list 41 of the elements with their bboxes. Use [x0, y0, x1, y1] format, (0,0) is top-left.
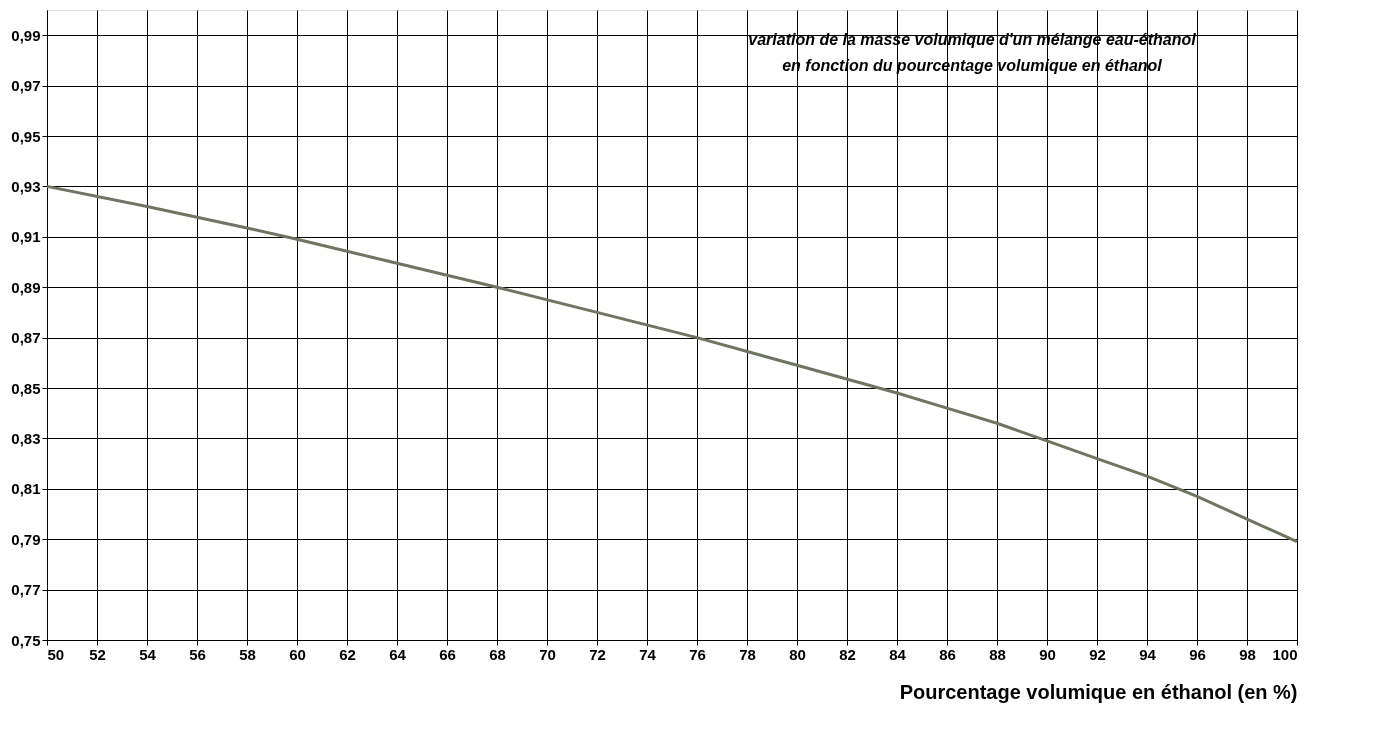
y-tick-label: 0,89 [11, 278, 41, 296]
x-tick-label: 74 [639, 645, 657, 663]
x-tick-label: 88 [989, 645, 1006, 663]
x-tick-label: 76 [689, 645, 706, 663]
x-tick-label: 94 [1139, 645, 1157, 663]
x-tick-label: 90 [1039, 645, 1056, 663]
x-tick-label: 62 [339, 645, 356, 663]
y-tick-label: 0,97 [11, 77, 41, 95]
y-tick-label: 0,83 [11, 429, 41, 447]
x-tick-label: 82 [839, 645, 856, 663]
x-tick-label: 100 [1272, 645, 1298, 663]
y-tick-label: 0,93 [11, 177, 41, 195]
x-tick-label: 84 [889, 645, 907, 663]
y-tick-label: 0,95 [11, 127, 41, 145]
y-tick-label: 0,87 [11, 329, 41, 347]
x-tick-label: 92 [1089, 645, 1106, 663]
x-tick-label: 78 [739, 645, 756, 663]
y-tick-label: 0,79 [11, 530, 41, 548]
x-tick-label: 50 [47, 645, 65, 663]
x-tick-label: 70 [539, 645, 556, 663]
line-series [45, 184, 1299, 544]
y-tick-label: 0,77 [11, 581, 41, 599]
x-tick-label: 64 [389, 645, 407, 663]
x-tick-label: 52 [89, 645, 106, 663]
x-tick-label: 80 [789, 645, 806, 663]
x-tick-label: 86 [939, 645, 956, 663]
x-tick-label: 60 [289, 645, 306, 663]
y-tick-label: 0,85 [11, 379, 41, 397]
y-tick-label: 0,99 [11, 26, 41, 44]
x-tick-label: 96 [1189, 645, 1206, 663]
x-tick-label: 72 [589, 645, 606, 663]
x-tick-label: 58 [239, 645, 256, 663]
x-tick-label: 66 [439, 645, 456, 663]
y-tick-label: 0,91 [11, 228, 41, 246]
x-tick-label: 98 [1239, 645, 1256, 663]
x-tick-label: 68 [489, 645, 506, 663]
y-tick-label: 0,81 [11, 480, 41, 498]
y-tick-label: 0,75 [11, 631, 41, 649]
x-tick-label: 56 [189, 645, 206, 663]
x-axis-title: Pourcentage volumique en éthanol (en %) [899, 680, 1298, 703]
x-tick-label: 54 [139, 645, 157, 663]
